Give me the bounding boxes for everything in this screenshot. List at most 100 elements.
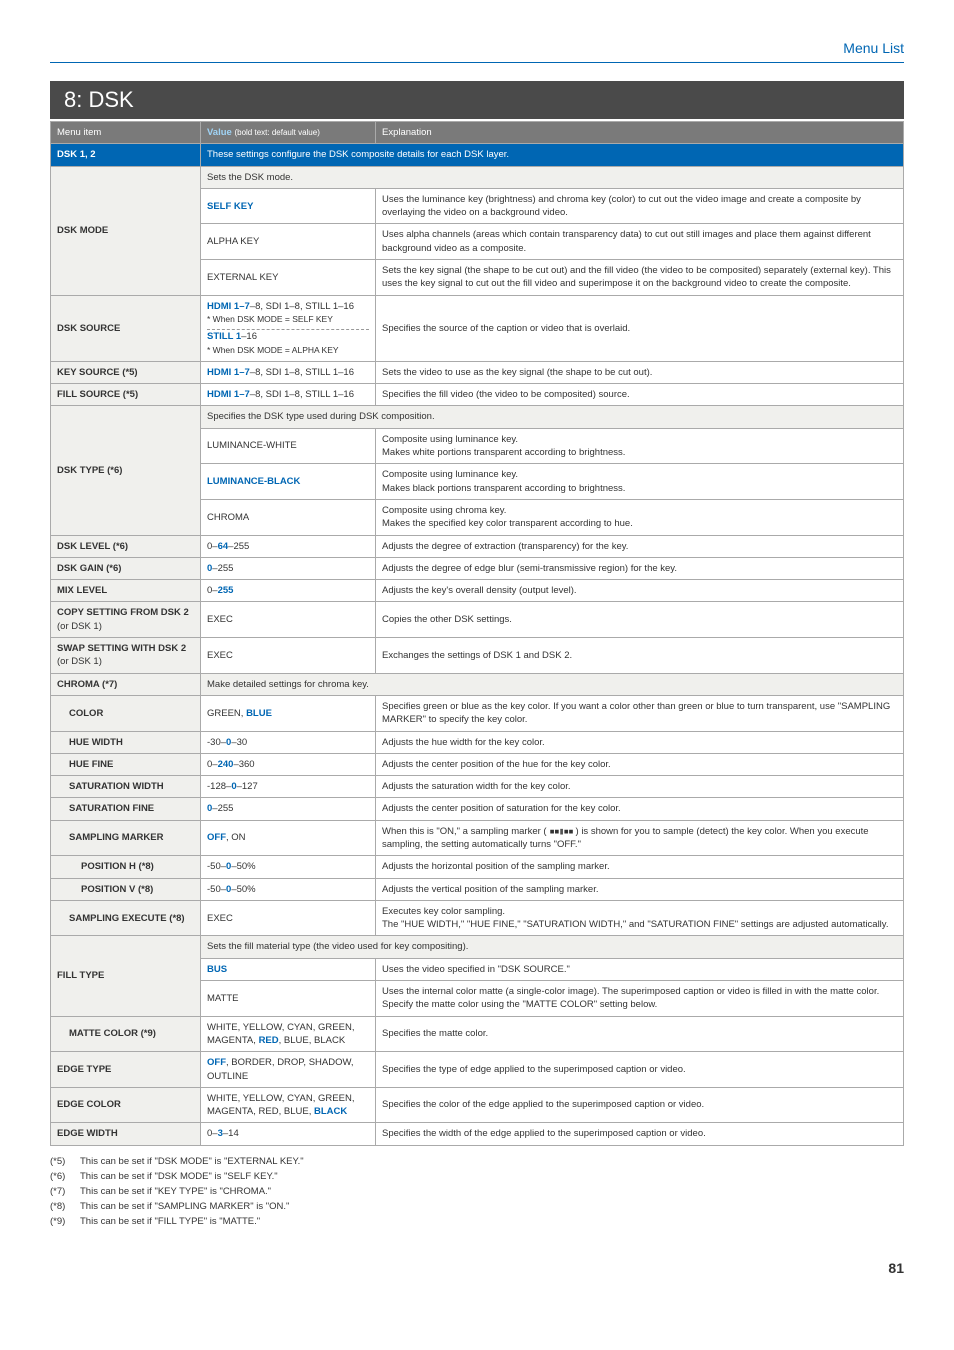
samp-marker-label: SAMPLING MARKER bbox=[51, 820, 201, 856]
value-cell: BUS bbox=[201, 958, 376, 980]
page-number: 81 bbox=[50, 1260, 904, 1276]
value-text: 64 bbox=[218, 541, 229, 552]
value-text: BLUE bbox=[246, 708, 272, 719]
th-value-note: (bold text: default value) bbox=[234, 128, 319, 137]
table-row: HUE FINE0–240–360Adjusts the center posi… bbox=[51, 753, 904, 775]
table-row: POSITION V (*8)-50–0–50%Adjusts the vert… bbox=[51, 878, 904, 900]
value-text: BUS bbox=[207, 964, 227, 975]
exp-cell: Uses the luminance key (brightness) and … bbox=[376, 188, 904, 224]
value-text: * When DSK MODE = ALPHA KEY bbox=[207, 345, 339, 355]
value-cell: 0–240–360 bbox=[201, 753, 376, 775]
table-row: SATURATION WIDTH-128–0–127Adjusts the sa… bbox=[51, 776, 904, 798]
dsk-level-label: DSK LEVEL (*6) bbox=[51, 535, 201, 557]
footnote-text: This can be set if "DSK MODE" is "EXTERN… bbox=[80, 1156, 304, 1167]
exp-cell: Specifies the color of the edge applied … bbox=[376, 1087, 904, 1123]
value-text: OFF bbox=[207, 1057, 226, 1068]
swap-setting-label: SWAP SETTING WITH DSK 2(or DSK 1) bbox=[51, 638, 201, 674]
color-label: COLOR bbox=[51, 695, 201, 731]
exp-cell: Adjusts the degree of extraction (transp… bbox=[376, 535, 904, 557]
footnote-label: (*6) bbox=[50, 1169, 80, 1184]
footnote-text: This can be set if "SAMPLING MARKER" is … bbox=[80, 1201, 289, 1212]
value-text: –127 bbox=[237, 781, 258, 792]
value-cell: MATTE bbox=[201, 981, 376, 1017]
footnote-label: (*7) bbox=[50, 1184, 80, 1199]
value-cell: LUMINANCE-BLACK bbox=[201, 464, 376, 500]
value-text: –30 bbox=[231, 737, 247, 748]
table-row: FILL SOURCE (*5)HDMI 1–7–8, SDI 1–8, STI… bbox=[51, 384, 904, 406]
exp-cell: Uses alpha channels (areas which contain… bbox=[376, 224, 904, 260]
value-text: , BORDER, DROP, SHADOW, OUTLINE bbox=[207, 1057, 354, 1081]
value-text: STILL 1 bbox=[207, 331, 241, 342]
value-cell: 0–255 bbox=[201, 798, 376, 820]
exp-cell: Adjusts the center position of saturatio… bbox=[376, 798, 904, 820]
value-cell: 0–64–255 bbox=[201, 535, 376, 557]
table-row: MIX LEVEL0–255Adjusts the key's overall … bbox=[51, 580, 904, 602]
exp-cell: Adjusts the degree of edge blur (semi-tr… bbox=[376, 557, 904, 579]
exp-line: Executes key color sampling. bbox=[382, 906, 505, 917]
value-cell: HDMI 1–7–8, SDI 1–8, STILL 1–16* When DS… bbox=[201, 295, 376, 361]
exp-cell: Uses the internal color matte (a single-… bbox=[376, 981, 904, 1017]
page-header: Menu List bbox=[50, 40, 904, 63]
exp-cell: Specifies the width of the edge applied … bbox=[376, 1123, 904, 1145]
table-row: KEY SOURCE (*5)HDMI 1–7–8, SDI 1–8, STIL… bbox=[51, 361, 904, 383]
exp-text: When this is "ON," a sampling marker ( bbox=[382, 826, 549, 837]
value-cell: EXEC bbox=[201, 638, 376, 674]
label-line: (or DSK 1) bbox=[57, 621, 102, 632]
exp-line: Composite using luminance key. bbox=[382, 469, 518, 480]
value-cell: EXEC bbox=[201, 900, 376, 936]
exp-cell: Executes key color sampling.The "HUE WID… bbox=[376, 900, 904, 936]
sat-fine-label: SATURATION FINE bbox=[51, 798, 201, 820]
value-text: –8, SDI 1–8, STILL 1–16 bbox=[250, 301, 354, 312]
exp-line: Composite using chroma key. bbox=[382, 505, 506, 516]
exp-cell: Adjusts the vertical position of the sam… bbox=[376, 878, 904, 900]
value-cell: WHITE, YELLOW, CYAN, GREEN, MAGENTA, RED… bbox=[201, 1016, 376, 1052]
table-row: EDGE WIDTH0–3–14Specifies the width of t… bbox=[51, 1123, 904, 1145]
exp-cell: Sets the video to use as the key signal … bbox=[376, 361, 904, 383]
value-text: –360 bbox=[233, 759, 254, 770]
table-row: DSK MODE Sets the DSK mode. bbox=[51, 166, 904, 188]
table-row: CHROMA (*7)Make detailed settings for ch… bbox=[51, 673, 904, 695]
th-explanation: Explanation bbox=[376, 122, 904, 144]
hue-fine-label: HUE FINE bbox=[51, 753, 201, 775]
value-text: SELF KEY bbox=[207, 201, 253, 212]
value-text: –14 bbox=[223, 1128, 239, 1139]
exp-cell: Specifies the type of edge applied to th… bbox=[376, 1052, 904, 1088]
value-cell: 0–255 bbox=[201, 580, 376, 602]
footnote-8: (*8)This can be set if "SAMPLING MARKER"… bbox=[50, 1199, 904, 1214]
table-row: FILL TYPE Sets the fill material type (t… bbox=[51, 936, 904, 958]
fill-type-label: FILL TYPE bbox=[51, 936, 201, 1016]
value-text: , BLUE, BLACK bbox=[279, 1035, 346, 1046]
exp-cell: Specifies the matte color. bbox=[376, 1016, 904, 1052]
value-text: 1–7 bbox=[234, 301, 250, 312]
dsk-gain-label: DSK GAIN (*6) bbox=[51, 557, 201, 579]
exp-cell: Adjusts the key's overall density (outpu… bbox=[376, 580, 904, 602]
edge-color-label: EDGE COLOR bbox=[51, 1087, 201, 1123]
value-text: 1–7 bbox=[234, 367, 250, 378]
exp-cell: Copies the other DSK settings. bbox=[376, 602, 904, 638]
table-row: SWAP SETTING WITH DSK 2(or DSK 1)EXECExc… bbox=[51, 638, 904, 674]
value-cell: OFF, BORDER, DROP, SHADOW, OUTLINE bbox=[201, 1052, 376, 1088]
table-row: DSK SOURCE HDMI 1–7–8, SDI 1–8, STILL 1–… bbox=[51, 295, 904, 361]
value-text: 240 bbox=[218, 759, 234, 770]
dsk12-label: DSK 1, 2 bbox=[51, 144, 201, 166]
exp-cell: Composite using luminance key.Makes whit… bbox=[376, 428, 904, 464]
table-row: DSK LEVEL (*6)0–64–255Adjusts the degree… bbox=[51, 535, 904, 557]
footnote-label: (*5) bbox=[50, 1154, 80, 1169]
value-text: , ON bbox=[226, 832, 246, 843]
edge-type-label: EDGE TYPE bbox=[51, 1052, 201, 1088]
exp-cell: When this is "ON," a sampling marker ( ▪… bbox=[376, 820, 904, 856]
value-text: –50% bbox=[231, 884, 255, 895]
th-value-label: Value bbox=[207, 127, 232, 138]
value-cell: -30–0–30 bbox=[201, 731, 376, 753]
chroma-note: Make detailed settings for chroma key. bbox=[201, 673, 904, 695]
value-cell: -50–0–50% bbox=[201, 856, 376, 878]
value-cell: -50–0–50% bbox=[201, 878, 376, 900]
value-text: * When DSK MODE = SELF KEY bbox=[207, 314, 333, 324]
exp-cell: Specifies the fill video (the video to b… bbox=[376, 384, 904, 406]
exp-cell: Composite using chroma key.Makes the spe… bbox=[376, 499, 904, 535]
value-text: -128– bbox=[207, 781, 231, 792]
footnote-5: (*5)This can be set if "DSK MODE" is "EX… bbox=[50, 1154, 904, 1169]
table-row: HUE WIDTH-30–0–30Adjusts the hue width f… bbox=[51, 731, 904, 753]
value-cell: GREEN, BLUE bbox=[201, 695, 376, 731]
footnote-text: This can be set if "KEY TYPE" is "CHROMA… bbox=[80, 1186, 271, 1197]
